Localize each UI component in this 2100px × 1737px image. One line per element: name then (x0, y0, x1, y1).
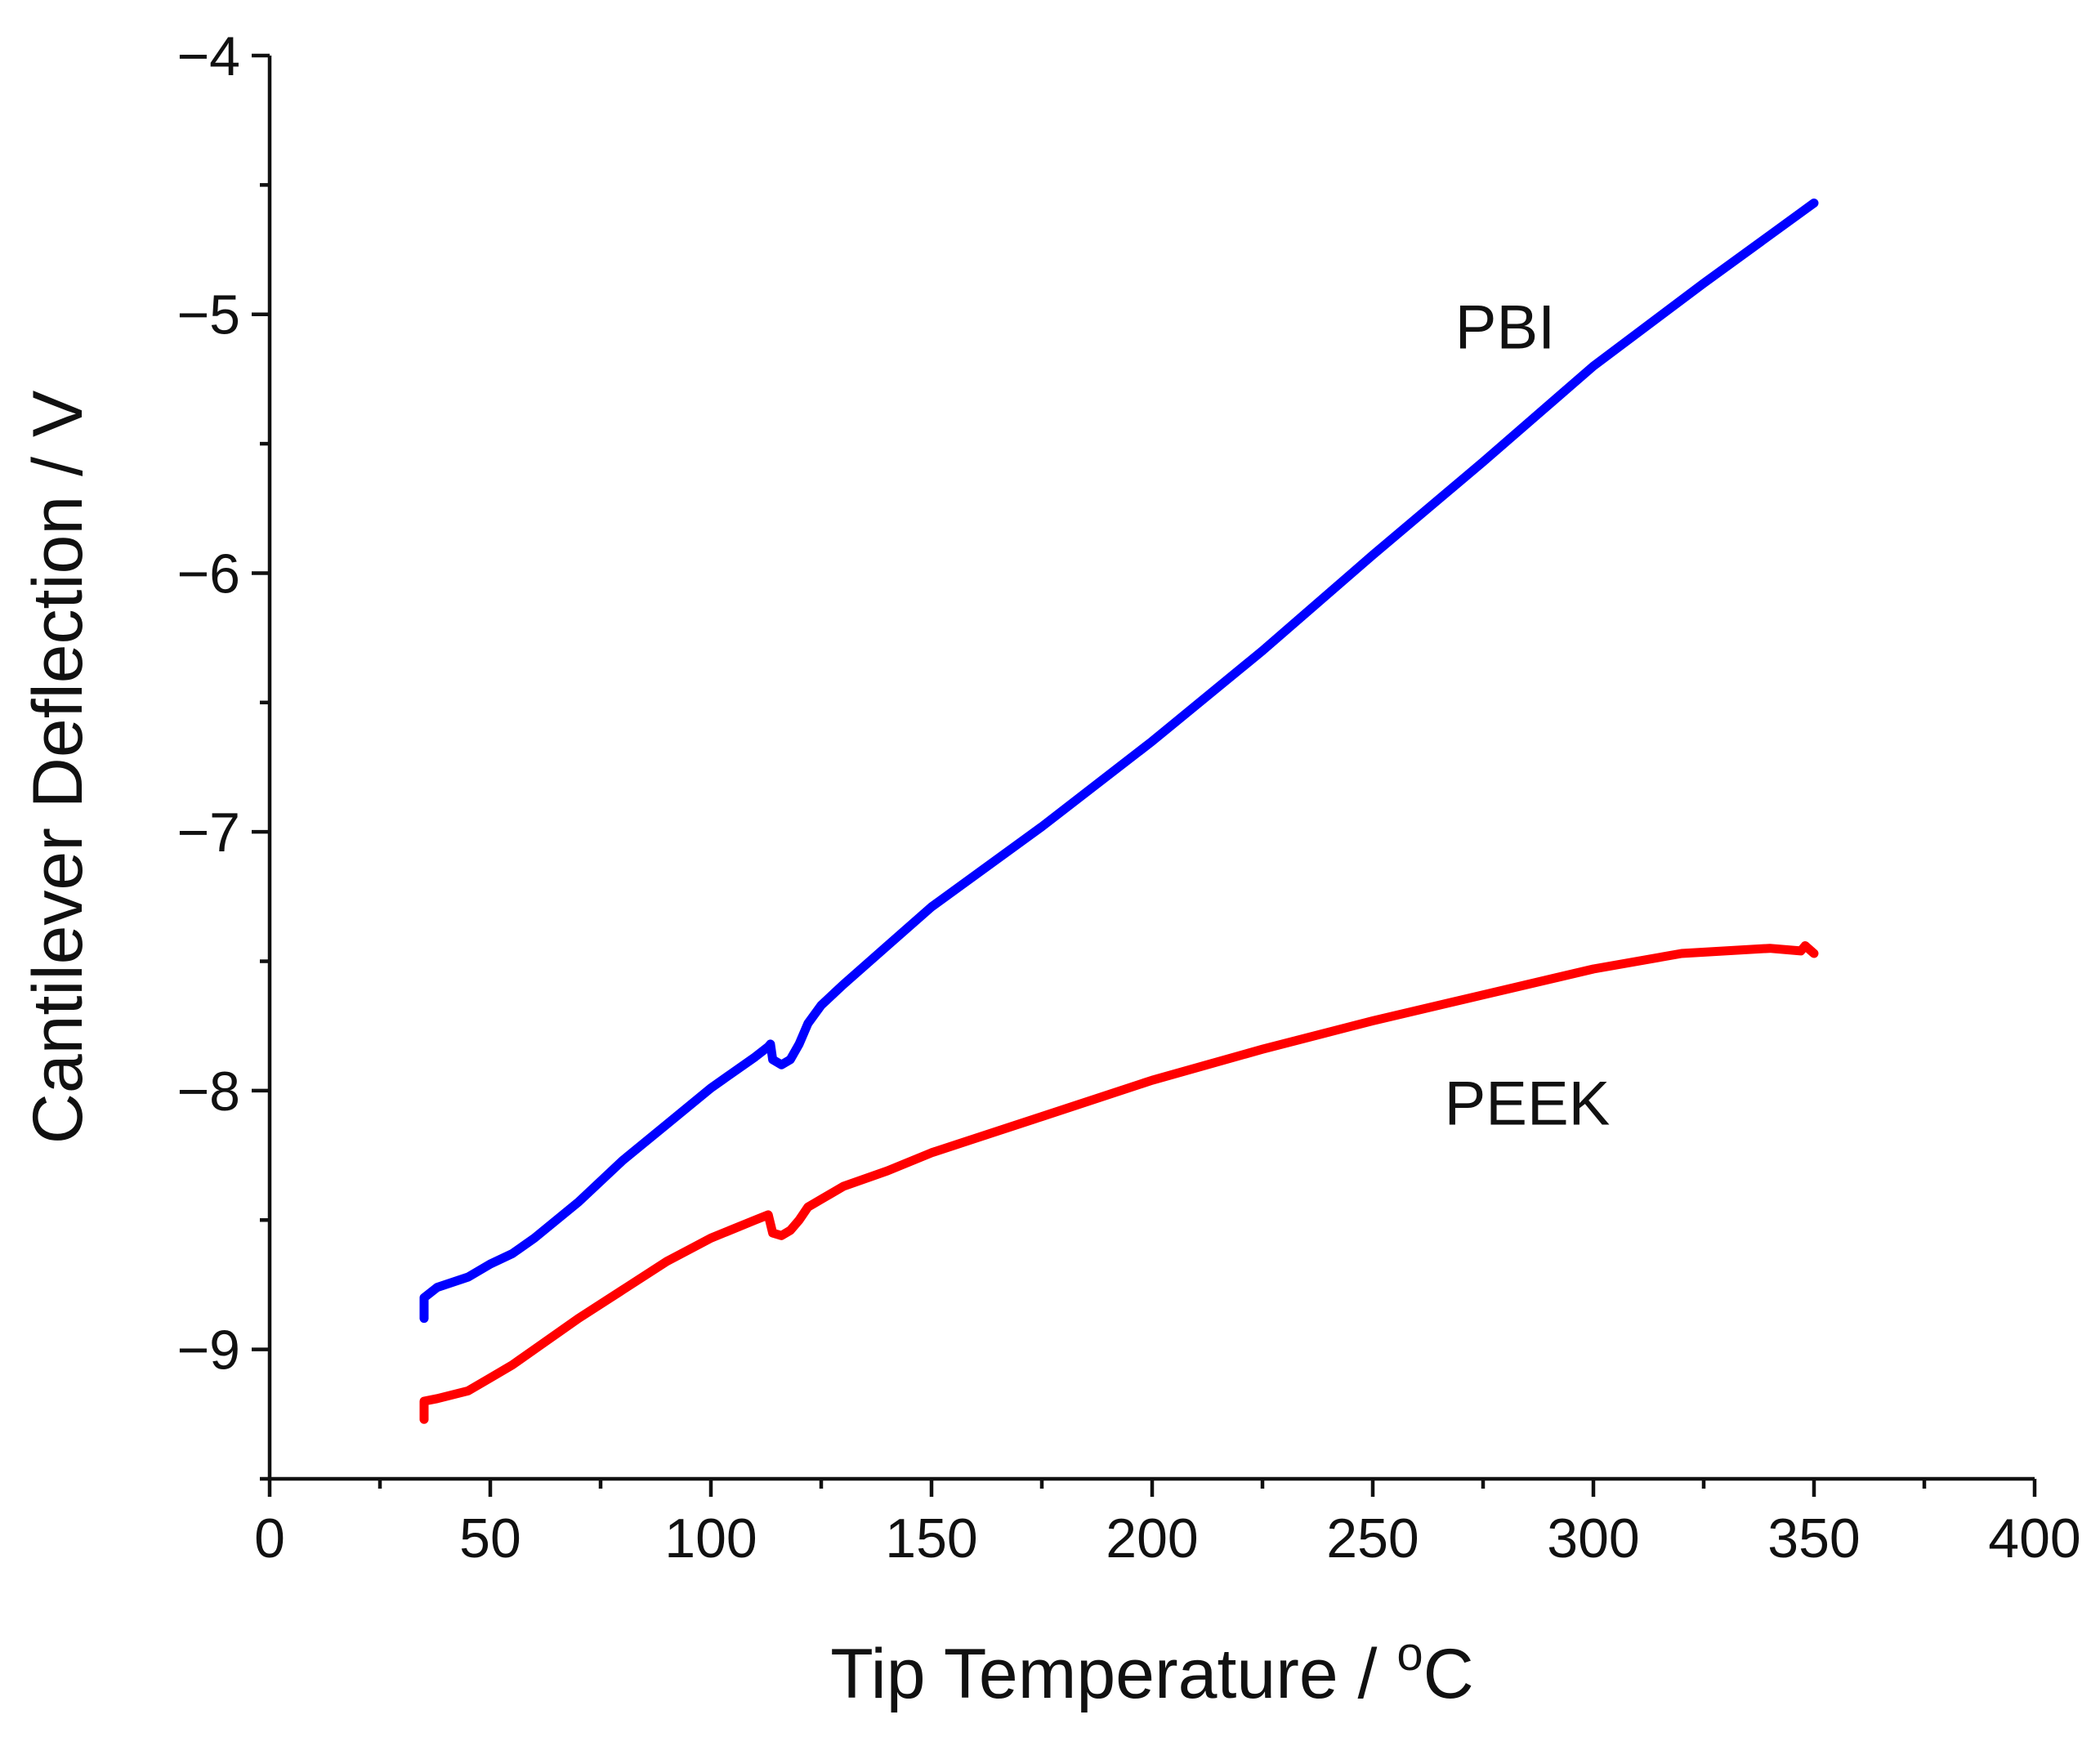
y-tick-label: −4 (176, 25, 240, 87)
x-tick-label: 50 (459, 1507, 521, 1570)
x-tick-label: 200 (1106, 1507, 1198, 1570)
y-axis-title: Cantilever Deflection / V (19, 391, 97, 1145)
x-tick-label: 400 (1988, 1507, 2080, 1570)
series-label-peek: PEEK (1445, 1069, 1611, 1139)
x-axis-title-unit: C (1423, 1635, 1474, 1713)
x-tick-label: 0 (254, 1507, 285, 1570)
x-tick-label: 150 (885, 1507, 977, 1570)
ticks (252, 53, 2037, 1497)
y-tick-label: −6 (176, 543, 240, 605)
x-axis-title-unit-sup: o (1396, 1628, 1423, 1681)
series-line-pbi (419, 199, 1819, 1324)
x-axis-title: Tip Temperature / oC (830, 1628, 1473, 1713)
series-group (419, 199, 1819, 1424)
series-label-pbi: PBI (1455, 293, 1556, 363)
series-labels: PBI PEEK (1445, 293, 1611, 1139)
x-tick-label: 300 (1547, 1507, 1639, 1570)
y-tick-label: −8 (176, 1061, 240, 1123)
x-tick-label: 100 (664, 1507, 757, 1570)
x-tick-label: 350 (1767, 1507, 1860, 1570)
y-tick-label: −9 (176, 1319, 240, 1382)
x-axis-title-text: Tip Temperature / (830, 1635, 1396, 1713)
y-tick-label: −7 (176, 802, 240, 864)
x-tick-label: 250 (1326, 1507, 1419, 1570)
tick-labels: 0 50 100 150 200 250 300 350 400 −9 −8 −7 −6 −5 −4 (176, 25, 2080, 1570)
axes (267, 56, 2035, 1481)
y-tick-label: −5 (176, 284, 240, 346)
series-line-peek (419, 941, 1819, 1424)
